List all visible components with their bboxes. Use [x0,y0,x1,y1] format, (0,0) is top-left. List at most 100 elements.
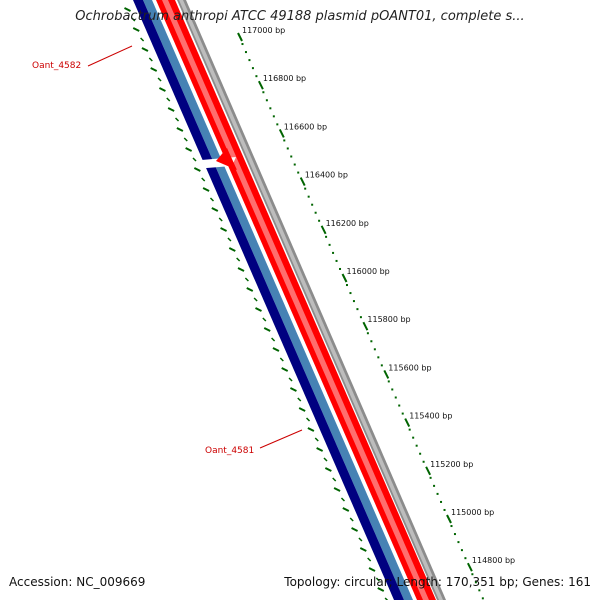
minor-tick [349,292,352,295]
minor-tick [443,508,446,511]
minor-tick [401,412,404,415]
gene-arrowhead [216,148,237,170]
tracks [133,0,446,600]
minor-tick [460,549,463,552]
minor-tick [391,388,394,391]
tick-label: 116200 bp [326,219,369,228]
minor-tick [380,364,383,367]
inner-tick [349,517,354,522]
minor-tick [272,115,275,118]
tick-label: 116600 bp [284,122,327,131]
inner-tick [185,147,193,152]
minor-tick [276,123,279,126]
inner-tick [298,407,306,412]
tick-label: 115400 bp [409,412,452,421]
minor-tick [422,460,425,463]
gene-label-oant-4582[interactable]: Oant_4582 [32,45,133,71]
minor-tick [412,436,415,439]
inner-tick [279,357,284,362]
inner-tick [237,267,245,272]
minor-tick [241,43,244,46]
minor-tick [464,557,467,560]
gene-label-oant-4581[interactable]: Oant_4581 [205,429,303,456]
inner-tick [193,167,201,172]
minor-tick [370,340,373,343]
inner-tick [209,197,214,202]
minor-tick [398,404,401,407]
gene-label-leader [87,45,133,67]
inner-tick [367,557,372,562]
inner-tick [131,17,136,22]
inner-tick [244,277,249,282]
inner-tick [124,7,131,12]
inner-tick [316,447,324,452]
inner-tick [202,187,210,192]
minor-tick [269,107,272,110]
inner-tick [375,577,380,582]
minor-tick [478,589,481,592]
inner-tick [211,207,219,212]
major-tick [320,225,327,235]
inner-tick [228,247,236,252]
minor-tick [283,139,286,142]
tick-label: 116800 bp [263,74,306,83]
inner-tick-marks [124,7,389,600]
minor-tick [304,187,307,190]
tick-label: 115000 bp [451,508,494,517]
inner-tick [148,57,153,62]
inner-tick [157,77,162,82]
inner-tick [218,217,223,222]
minor-tick [471,573,474,576]
gene-label-text: Oant_4582 [32,61,81,71]
inner-tick [174,117,180,122]
minor-tick [394,396,397,399]
inner-tick [176,127,184,132]
forward-gene-highlight [162,0,429,600]
major-tick [383,369,390,379]
inner-tick [288,377,293,382]
major-tick [446,514,452,524]
minor-tick [366,332,369,335]
minor-tick [311,203,314,206]
minor-tick [297,171,300,174]
inner-tick [305,417,311,422]
minor-tick [408,428,411,431]
inner-tick [368,567,376,572]
minor-tick [339,267,342,270]
minor-tick [328,243,331,246]
gene-label-text: Oant_4581 [205,446,254,456]
minor-tick [248,59,251,62]
minor-tick [419,452,422,455]
inner-tick [289,387,297,392]
minor-tick [290,155,293,158]
backbone-track-highlight [179,0,443,600]
minor-tick [244,51,247,54]
inner-tick [272,347,280,352]
inner-tick [332,477,337,482]
inner-tick [236,257,241,262]
minor-tick [286,147,289,150]
minor-tick [387,380,390,383]
tick-label: 116400 bp [305,171,348,180]
minor-tick [356,308,359,311]
minor-tick [265,99,268,102]
minor-tick [293,163,296,166]
inner-tick [340,497,345,502]
accession-label: Accession: NC_009669 [9,575,146,589]
major-tick [404,418,411,428]
minor-tick [450,525,453,528]
map-title: Ochrobactrum anthropi ATCC 49188 plasmid… [75,9,525,24]
inner-tick [132,27,140,32]
minor-tick [262,91,265,94]
minor-tick [335,259,338,262]
minor-tick [314,211,317,214]
minor-tick [457,541,460,544]
inner-tick [307,427,315,432]
inner-tick [201,177,206,182]
inner-tick [246,287,254,292]
major-tick [237,32,243,42]
inner-tick [271,337,276,342]
inner-tick [141,47,149,52]
tick-label: 115200 bp [430,460,473,469]
